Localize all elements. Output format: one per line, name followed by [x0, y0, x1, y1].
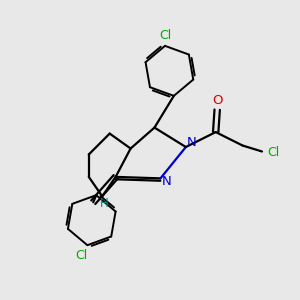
Text: O: O — [212, 94, 222, 107]
Text: Cl: Cl — [267, 146, 280, 160]
Text: N: N — [186, 136, 196, 149]
Text: H: H — [100, 197, 109, 210]
Text: Cl: Cl — [159, 29, 171, 42]
Text: Cl: Cl — [75, 249, 88, 262]
Text: N: N — [162, 175, 172, 188]
